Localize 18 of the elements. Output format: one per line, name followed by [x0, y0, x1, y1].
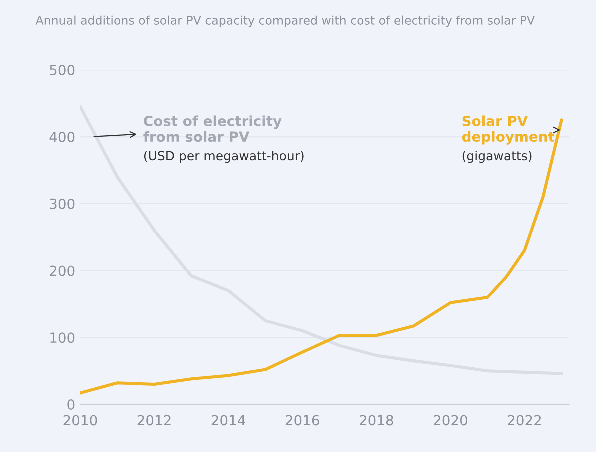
x-tick-label: 2010	[64, 415, 98, 426]
y-tick-label: 500	[50, 65, 75, 76]
x-tick-label: 2014	[212, 415, 246, 426]
x-tick-label: 2022	[508, 415, 542, 426]
annotation: (USD per megawatt-hour)	[144, 150, 304, 164]
x-tick-label: 2020	[434, 415, 468, 426]
annotation: (gigawatts)	[462, 150, 532, 164]
y-tick-label: 100	[50, 332, 75, 344]
chart-title: Annual additions of solar PV capacity compared with cost of electricity from solar PV	[36, 16, 535, 28]
x-tick-label: 2016	[286, 415, 320, 426]
y-tick-label: 0	[68, 400, 75, 410]
text: Cost of electricity from solar PV	[144, 116, 282, 142]
x-tick-label: 2018	[360, 415, 394, 426]
y-tick-label: 200	[50, 266, 75, 276]
y-tick-label: 400	[50, 132, 75, 142]
series-label: Solar PV deployment	[462, 116, 555, 145]
x-tick-label: 2012	[138, 415, 171, 426]
y-tick-label: 300	[50, 198, 75, 210]
